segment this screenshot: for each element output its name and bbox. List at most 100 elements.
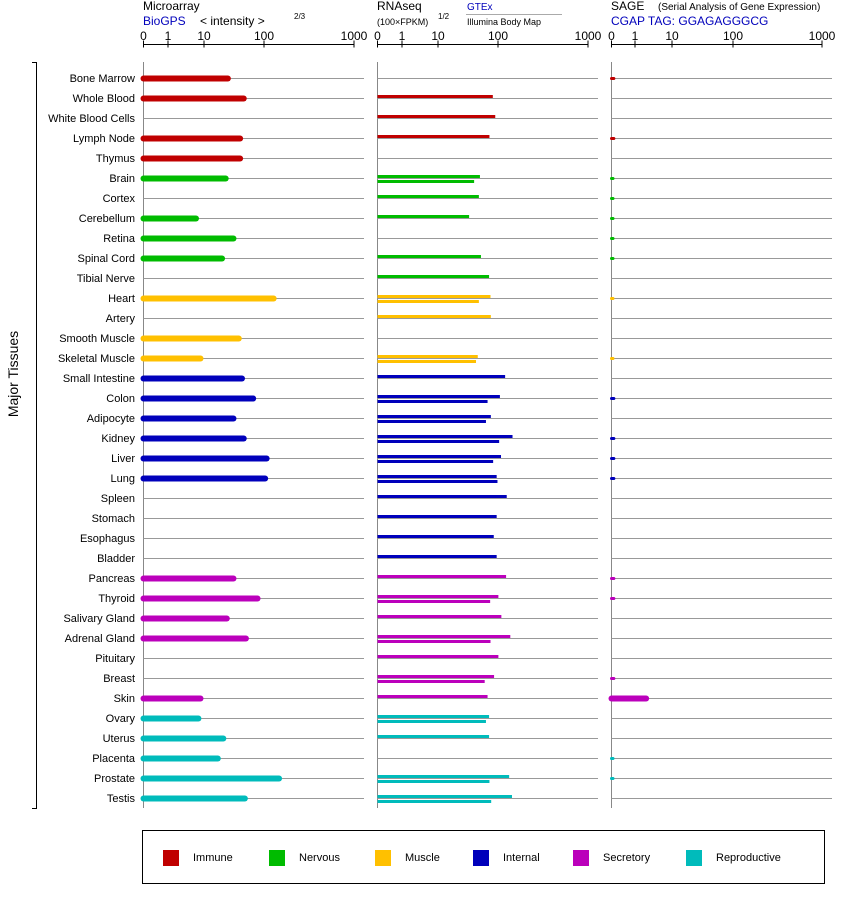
axis-tick-label-sage-0: 0: [608, 29, 615, 43]
bar-rnaseq-ovary-1: [377, 715, 490, 718]
bar-rnaseq-adrenal-gland-2: [377, 640, 491, 643]
tissue-label-ovary: Ovary: [106, 713, 136, 725]
tissue-label-whole-blood: Whole Blood: [73, 93, 135, 105]
legend-item-reproductive: Reproductive: [686, 849, 781, 867]
axis-tick-label-sage-1000: 1000: [809, 29, 836, 43]
tissue-label-placenta: Placenta: [92, 753, 136, 765]
axis-tick-label-sage-100: 100: [723, 29, 743, 43]
axis-tick-label-microarray-100: 100: [254, 29, 274, 43]
bar-rnaseq-thyroid-2: [377, 600, 491, 603]
bar-rnaseq-breast-2: [377, 680, 485, 683]
legend-label-secretory: Secretory: [603, 852, 651, 864]
tissue-label-kidney: Kidney: [101, 433, 135, 445]
axis-tick-label-sage-10: 10: [665, 29, 679, 43]
tissue-label-lymph-node: Lymph Node: [73, 133, 135, 145]
tissue-label-prostate: Prostate: [94, 773, 135, 785]
tissue-label-thymus: Thymus: [96, 153, 136, 165]
bar-rnaseq-small-intestine: [377, 375, 506, 378]
bar-rnaseq-lung-1: [377, 475, 497, 478]
axis-tick-label-microarray-1000: 1000: [341, 29, 368, 43]
legend-item-nervous: Nervous: [269, 849, 340, 867]
axis-tick-label-rnaseq-100: 100: [488, 29, 508, 43]
bar-rnaseq-liver-2: [377, 460, 494, 463]
panel-subtitle-microarray: BioGPS: [143, 14, 186, 28]
bar-rnaseq-prostate-2: [377, 780, 490, 783]
panel-scale-exponent-rnaseq: 1/2: [438, 12, 450, 21]
tissue-label-colon: Colon: [106, 393, 135, 405]
tissue-label-skeletal-muscle: Skeletal Muscle: [58, 353, 135, 365]
bar-rnaseq-heart-1: [377, 295, 491, 298]
tissue-label-spleen: Spleen: [101, 493, 135, 505]
panel-scale-exponent-microarray: 2/3: [294, 12, 306, 21]
bar-rnaseq-colon-1: [377, 395, 500, 398]
bar-rnaseq-spinal-cord: [377, 255, 481, 258]
bar-rnaseq-heart-2: [377, 300, 479, 303]
legend-label-muscle: Muscle: [405, 852, 440, 864]
tissue-label-smooth-muscle: Smooth Muscle: [59, 333, 135, 345]
legend-item-muscle: Muscle: [375, 849, 440, 867]
legend-label-internal: Internal: [503, 852, 540, 864]
bar-rnaseq-pituitary: [377, 655, 499, 658]
bar-rnaseq-thyroid-1: [377, 595, 499, 598]
tissue-label-bone-marrow: Bone Marrow: [70, 73, 135, 85]
tissue-label-skin: Skin: [114, 693, 135, 705]
bar-rnaseq-pancreas: [377, 575, 507, 578]
tissue-label-cerebellum: Cerebellum: [79, 213, 135, 225]
bar-rnaseq-colon-2: [377, 400, 488, 403]
legend-label-immune: Immune: [193, 852, 233, 864]
legend-item-secretory: Secretory: [573, 849, 650, 867]
tissue-label-lung: Lung: [111, 473, 135, 485]
tissue-label-uterus: Uterus: [103, 733, 136, 745]
panel-scale-label-microarray: < intensity >: [200, 14, 265, 28]
axis-tick-label-rnaseq-0: 0: [374, 29, 381, 43]
panel-subtitle-sage: CGAP TAG: GGAGAGGGCG: [611, 14, 768, 28]
bar-rnaseq-cortex: [377, 195, 479, 198]
panel-title-rnaseq: RNAseq: [377, 0, 422, 13]
tissue-label-pancreas: Pancreas: [89, 573, 136, 585]
gtex-link[interactable]: GTEx: [467, 2, 493, 13]
bar-rnaseq-brain-2: [377, 180, 475, 183]
legend-swatch-internal: [473, 850, 489, 866]
axis-tick-label-rnaseq-1000: 1000: [575, 29, 602, 43]
tissue-label-heart: Heart: [108, 293, 135, 305]
axis-tick-label-rnaseq-10: 10: [431, 29, 445, 43]
bar-rnaseq-spleen: [377, 495, 507, 498]
bar-rnaseq-white-blood-cells: [377, 115, 496, 118]
bar-rnaseq-brain-1: [377, 175, 480, 178]
tissue-label-small-intestine: Small Intestine: [63, 373, 135, 385]
tissue-label-bladder: Bladder: [97, 553, 135, 565]
panel-title-note-sage: (Serial Analysis of Gene Expression): [658, 2, 820, 13]
bar-rnaseq-skin: [377, 695, 488, 698]
axis-tick-label-microarray-1: 1: [165, 29, 172, 43]
legend-swatch-muscle: [375, 850, 391, 866]
legend-swatch-immune: [163, 850, 179, 866]
bar-rnaseq-lung-2: [377, 480, 498, 483]
tissue-label-salivary-gland: Salivary Gland: [63, 613, 135, 625]
bar-rnaseq-kidney-2: [377, 440, 500, 443]
bar-rnaseq-ovary-2: [377, 720, 486, 723]
bar-rnaseq-skeletal-muscle-2: [377, 360, 477, 363]
tissue-label-pituitary: Pituitary: [95, 653, 135, 665]
tissue-label-retina: Retina: [103, 233, 136, 245]
tissue-label-stomach: Stomach: [92, 513, 135, 525]
bar-rnaseq-bladder: [377, 555, 497, 558]
axis-tick-label-microarray-0: 0: [140, 29, 147, 43]
tissue-label-artery: Artery: [106, 313, 136, 325]
bar-rnaseq-artery: [377, 315, 491, 318]
tissue-label-liver: Liver: [111, 453, 135, 465]
tissue-label-esophagus: Esophagus: [80, 533, 136, 545]
legend-swatch-reproductive: [686, 850, 702, 866]
axis-tick-label-microarray-10: 10: [197, 29, 211, 43]
bar-rnaseq-skeletal-muscle-1: [377, 355, 478, 358]
tissue-label-brain: Brain: [109, 173, 135, 185]
bar-rnaseq-stomach: [377, 515, 497, 518]
tissue-label-adipocyte: Adipocyte: [87, 413, 135, 425]
legend-label-nervous: Nervous: [299, 852, 340, 864]
bar-rnaseq-cerebellum: [377, 215, 470, 218]
bar-rnaseq-esophagus: [377, 535, 494, 538]
bar-rnaseq-adipocyte-1: [377, 415, 491, 418]
legend-item-immune: Immune: [163, 849, 233, 867]
tissue-label-white-blood-cells: White Blood Cells: [48, 113, 135, 125]
tissue-label-breast: Breast: [103, 673, 135, 685]
